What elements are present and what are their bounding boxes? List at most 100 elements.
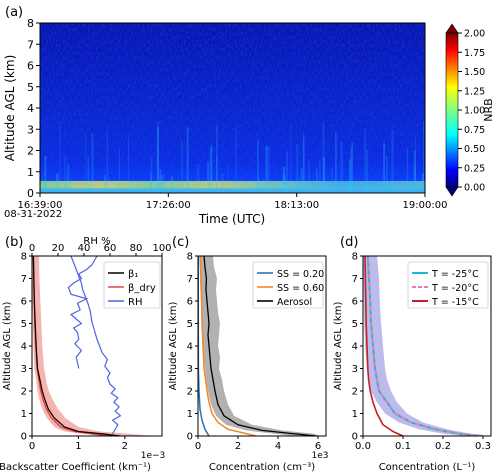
y-tick-label: 0 <box>21 432 27 443</box>
heatmap-streak <box>161 173 165 193</box>
panel-b-legend: β₁ β_dry RH <box>103 261 161 309</box>
heatmap-streak <box>391 129 394 193</box>
heatmap-streak <box>157 121 159 193</box>
y-tick-label: 2 <box>352 387 358 398</box>
heatmap-streak <box>67 164 70 193</box>
beta1-line <box>32 256 121 436</box>
heatmap-streak <box>335 132 337 193</box>
legend-label: T = -15°C <box>431 297 479 308</box>
x-tick-label: 1 <box>75 441 81 452</box>
y-tick-label: 8 <box>187 252 193 263</box>
heatmap-streak <box>265 145 268 193</box>
colorbar-tick-label: 1.00 <box>464 106 485 117</box>
heatmap-streak <box>159 169 162 193</box>
x-tick-label: 0 <box>29 441 35 452</box>
colorbar-tick-label: 0.25 <box>464 163 485 174</box>
panel-a-x-label: Time (UTC) <box>198 212 265 226</box>
ss060-line <box>199 256 257 436</box>
y-tick-label: 3 <box>352 364 358 375</box>
top-tick-label: 100 <box>152 243 171 254</box>
colorbar-extend-bottom <box>445 186 459 197</box>
top-tick-label: 20 <box>52 243 65 254</box>
top-tick-label: 60 <box>104 243 117 254</box>
heatmap-streak <box>161 175 163 193</box>
y-tick-label: 3 <box>27 123 34 136</box>
panel-a-heatmap: (a) 0 1 2 3 4 5 6 7 8 16:39:00 17:26:00 18:13:00 19… <box>3 5 495 226</box>
y-tick-label: 7 <box>352 274 358 285</box>
y-tick-label: 6 <box>187 297 193 308</box>
panel-c-label: (c) <box>172 235 189 250</box>
heatmap-streak <box>282 166 286 193</box>
heatmap-streak <box>335 178 337 193</box>
panel-b-x-label: Backscatter Coefficient (km⁻¹) <box>0 462 151 473</box>
top-tick-label: 0 <box>29 243 35 254</box>
heatmap-surface-layer <box>40 181 425 190</box>
heatmap-streak <box>319 159 321 193</box>
x-tick-label: 19:00:00 <box>403 200 448 211</box>
heatmap-streak <box>308 159 310 193</box>
heatmap-streak <box>108 176 110 193</box>
legend-label: T = -20°C <box>431 283 479 294</box>
heatmap-streak <box>42 174 44 193</box>
heatmap-streak <box>215 123 218 193</box>
heatmap-streak <box>150 156 153 193</box>
heatmap-streak <box>316 168 318 193</box>
heatmap-streak <box>366 149 369 193</box>
x-tick-label: 18:13:00 <box>274 200 319 211</box>
colorbar-tick-label: 0.75 <box>464 125 485 136</box>
heatmap-streak <box>64 155 67 193</box>
heatmap-streak <box>331 167 333 193</box>
y-tick-label: 0 <box>352 432 358 443</box>
heatmap-streak <box>221 173 224 193</box>
colorbar-tick-label: 0.00 <box>464 183 485 194</box>
y-tick-label: 4 <box>352 342 358 353</box>
heatmap-streak <box>413 165 416 193</box>
tm15-line <box>364 256 404 436</box>
y-tick-label: 6 <box>21 297 27 308</box>
y-tick-label: 8 <box>21 252 27 263</box>
heatmap-streak <box>383 143 386 193</box>
colorbar-label: NRB <box>482 98 495 121</box>
y-tick-label: 8 <box>352 252 358 263</box>
heatmap-streak <box>322 122 325 193</box>
heatmap-streaks <box>42 121 425 193</box>
heatmap-streak <box>171 175 173 193</box>
panel-b-plot <box>32 256 153 436</box>
panel-a-date-label: 08-31-2022 <box>4 209 62 220</box>
top-tick-label: 40 <box>78 243 91 254</box>
heatmap-streak <box>209 147 212 193</box>
colorbar-tick-label: 0.50 <box>464 144 485 155</box>
y-tick-label: 4 <box>187 342 193 353</box>
y-tick-label: 2 <box>27 145 34 158</box>
y-tick-label: 5 <box>352 319 358 330</box>
y-tick-label: 6 <box>352 297 358 308</box>
top-tick-label: 80 <box>130 243 143 254</box>
legend-label: Aerosol <box>277 297 312 308</box>
heatmap-streak <box>118 149 121 193</box>
panel-c-legend: SS = 0.20 SS = 0.60 Aerosol <box>252 261 324 309</box>
x-tick-label: 4 <box>275 441 281 452</box>
heatmap-streak <box>386 156 388 193</box>
heatmap-streak <box>207 161 209 193</box>
colorbar-tick-label: 2.00 <box>464 29 485 40</box>
heatmap-streak <box>364 129 366 193</box>
heatmap-streak <box>156 126 159 193</box>
panel-a-y-label: Altitude AGL (km) <box>3 55 17 162</box>
heatmap-streak <box>197 164 200 193</box>
heatmap-streak <box>186 127 189 193</box>
y-tick-label: 5 <box>187 319 193 330</box>
heatmap-streak <box>286 151 289 193</box>
heatmap-streak <box>44 156 47 193</box>
x-tick-label: 17:26:00 <box>146 200 191 211</box>
heatmap-streak <box>300 167 303 193</box>
y-tick-label: 0 <box>27 187 34 200</box>
x-tick-label: 16:39:00 <box>18 200 63 211</box>
heatmap-streak <box>351 142 354 193</box>
x-tick-label: 0.0 <box>355 441 371 452</box>
panel-c-axes: 0 1 2 3 4 5 6 7 8 0 2 4 6 <box>187 252 322 453</box>
y-tick-label: 3 <box>21 364 27 375</box>
tm25-uncertainty-band <box>363 256 487 436</box>
y-tick-label: 2 <box>21 387 27 398</box>
colorbar-tick-label: 1.25 <box>464 86 485 97</box>
